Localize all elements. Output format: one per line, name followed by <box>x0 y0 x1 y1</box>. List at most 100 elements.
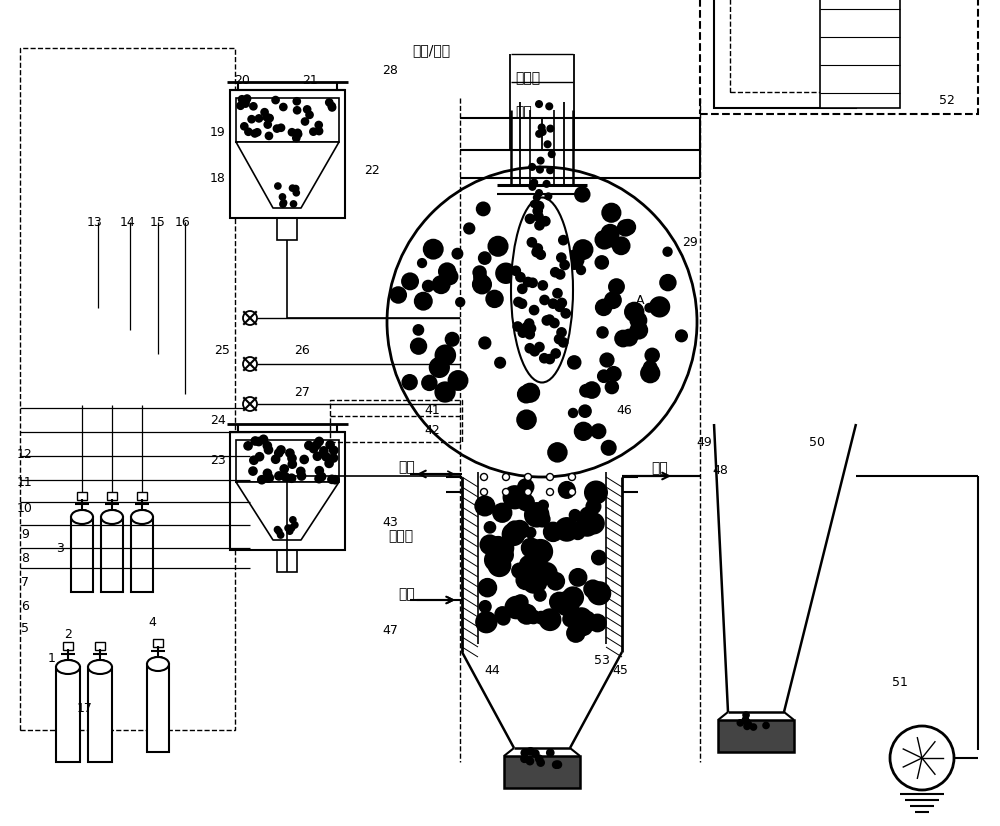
Circle shape <box>292 522 298 528</box>
Circle shape <box>275 449 283 457</box>
Circle shape <box>249 467 257 475</box>
Circle shape <box>580 385 592 396</box>
Text: 28: 28 <box>382 64 398 77</box>
Text: 19: 19 <box>210 126 226 139</box>
Circle shape <box>285 525 291 531</box>
Circle shape <box>484 522 495 533</box>
Circle shape <box>546 103 552 110</box>
Circle shape <box>530 180 536 187</box>
Circle shape <box>569 569 587 586</box>
Circle shape <box>452 249 463 259</box>
Circle shape <box>536 755 543 762</box>
Text: 7: 7 <box>21 576 29 588</box>
Circle shape <box>413 325 423 335</box>
Circle shape <box>432 276 450 293</box>
Circle shape <box>275 183 281 189</box>
Circle shape <box>742 717 748 723</box>
Circle shape <box>535 343 544 352</box>
Circle shape <box>522 323 531 332</box>
Circle shape <box>542 316 551 325</box>
Circle shape <box>439 263 455 280</box>
Text: 48: 48 <box>712 463 728 477</box>
Circle shape <box>530 575 546 591</box>
Bar <box>88 667 112 762</box>
Circle shape <box>402 375 417 390</box>
Text: 49: 49 <box>696 435 712 449</box>
Circle shape <box>390 287 406 303</box>
Circle shape <box>493 545 513 565</box>
Circle shape <box>265 474 273 482</box>
Circle shape <box>328 102 335 110</box>
Circle shape <box>533 206 542 216</box>
Circle shape <box>533 244 542 253</box>
Circle shape <box>561 309 570 318</box>
Circle shape <box>595 256 608 269</box>
Circle shape <box>294 107 301 114</box>
Circle shape <box>529 164 535 170</box>
Circle shape <box>576 515 598 536</box>
Bar <box>236 440 339 482</box>
Circle shape <box>584 382 600 398</box>
Circle shape <box>551 268 560 277</box>
Bar <box>236 98 339 142</box>
Circle shape <box>473 275 491 293</box>
Circle shape <box>310 128 317 135</box>
Bar <box>107 492 117 500</box>
Circle shape <box>516 273 525 282</box>
Bar <box>56 667 80 762</box>
Circle shape <box>494 544 507 556</box>
Circle shape <box>291 201 297 207</box>
Circle shape <box>306 112 313 118</box>
Circle shape <box>560 260 569 269</box>
Circle shape <box>575 422 592 440</box>
Circle shape <box>537 158 544 164</box>
Circle shape <box>243 311 257 325</box>
Circle shape <box>523 278 532 287</box>
Circle shape <box>645 304 653 312</box>
Bar <box>504 756 580 788</box>
Circle shape <box>527 238 536 247</box>
Circle shape <box>288 454 296 463</box>
Circle shape <box>288 460 296 468</box>
Text: 26: 26 <box>294 344 310 357</box>
Circle shape <box>568 488 576 496</box>
Bar <box>101 517 123 592</box>
Bar <box>230 90 345 218</box>
Circle shape <box>521 749 528 757</box>
Circle shape <box>531 179 537 186</box>
Circle shape <box>556 270 565 279</box>
Bar <box>700 0 978 114</box>
Circle shape <box>579 406 591 417</box>
Circle shape <box>263 114 270 121</box>
Circle shape <box>599 303 607 311</box>
Circle shape <box>329 454 337 462</box>
Circle shape <box>305 441 313 449</box>
Circle shape <box>265 132 272 140</box>
Circle shape <box>464 223 475 234</box>
Circle shape <box>304 106 311 113</box>
Circle shape <box>615 330 631 347</box>
Circle shape <box>645 349 659 363</box>
Circle shape <box>763 723 769 729</box>
Circle shape <box>601 225 619 242</box>
Circle shape <box>513 322 522 331</box>
Circle shape <box>530 347 539 356</box>
Circle shape <box>549 151 555 158</box>
Circle shape <box>276 529 282 534</box>
Circle shape <box>618 220 633 235</box>
Circle shape <box>589 615 606 632</box>
Circle shape <box>607 367 621 381</box>
Circle shape <box>300 455 308 463</box>
Circle shape <box>554 761 561 768</box>
Circle shape <box>536 250 545 259</box>
Circle shape <box>318 472 326 481</box>
Circle shape <box>568 473 576 481</box>
Circle shape <box>524 387 535 398</box>
Text: 载气/粉末: 载气/粉末 <box>412 43 450 57</box>
Text: 52: 52 <box>939 93 955 107</box>
Circle shape <box>630 312 647 329</box>
Text: 12: 12 <box>17 449 33 462</box>
Circle shape <box>526 757 533 765</box>
Circle shape <box>243 357 257 371</box>
Bar <box>820 0 900 108</box>
